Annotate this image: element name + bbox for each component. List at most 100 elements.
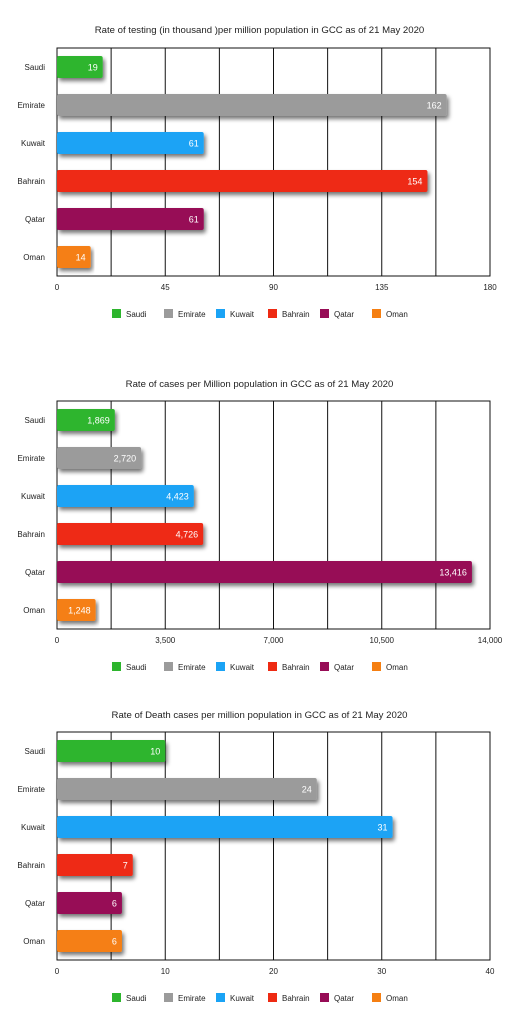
category-label: Saudi — [25, 747, 46, 756]
category-label: Qatar — [25, 899, 45, 908]
bar-oman — [57, 246, 91, 268]
legend-label: Emirate — [178, 994, 206, 1003]
category-label: Emirate — [17, 454, 45, 463]
legend-swatch — [112, 309, 121, 318]
x-tick-label: 7,000 — [263, 636, 284, 645]
category-label: Saudi — [25, 63, 46, 72]
legend-swatch — [164, 309, 173, 318]
data-label: 6 — [112, 937, 117, 947]
category-label: Oman — [23, 253, 45, 262]
category-label: Kuwait — [21, 139, 46, 148]
legend-label: Bahrain — [282, 663, 310, 672]
legend-label: Saudi — [126, 994, 147, 1003]
bar-emirate — [57, 778, 317, 800]
legend-label: Kuwait — [230, 310, 255, 319]
x-tick-label: 40 — [486, 967, 495, 976]
data-label: 4,726 — [176, 530, 199, 540]
category-label: Saudi — [25, 416, 46, 425]
legend-swatch — [268, 993, 277, 1002]
category-label: Oman — [23, 606, 45, 615]
data-label: 14 — [76, 253, 86, 263]
legend-swatch — [372, 993, 381, 1002]
legend-label: Kuwait — [230, 663, 255, 672]
data-label: 10 — [150, 747, 160, 757]
bar-kuwait — [57, 132, 204, 154]
bar-saudi — [57, 409, 115, 431]
legend-swatch — [372, 662, 381, 671]
data-label: 2,720 — [114, 454, 137, 464]
legend-label: Saudi — [126, 663, 147, 672]
legend-swatch — [268, 309, 277, 318]
bar-oman — [57, 599, 96, 621]
legend-label: Emirate — [178, 310, 206, 319]
data-label: 61 — [189, 215, 199, 225]
x-tick-label: 135 — [375, 283, 389, 292]
bar-emirate — [57, 94, 447, 116]
legend-swatch — [216, 993, 225, 1002]
category-label: Qatar — [25, 215, 45, 224]
legend-swatch — [112, 993, 121, 1002]
legend-label: Kuwait — [230, 994, 255, 1003]
bar-qatar — [57, 208, 204, 230]
data-label: 1,248 — [68, 606, 91, 616]
legend-swatch — [320, 662, 329, 671]
data-label: 1,869 — [87, 416, 110, 426]
chart-1: Rate of testing (in thousand )per millio… — [17, 25, 497, 319]
legend-swatch — [268, 662, 277, 671]
x-tick-label: 20 — [269, 967, 278, 976]
category-label: Oman — [23, 937, 45, 946]
data-label: 24 — [302, 785, 312, 795]
legend-swatch — [164, 662, 173, 671]
bar-kuwait — [57, 816, 393, 838]
chart-2: Rate of cases per Million population in … — [17, 379, 502, 672]
data-label: 61 — [189, 139, 199, 149]
data-label: 31 — [378, 823, 388, 833]
data-label: 19 — [88, 63, 98, 73]
legend-label: Bahrain — [282, 994, 310, 1003]
bar-qatar — [57, 561, 472, 583]
category-label: Kuwait — [21, 492, 46, 501]
legend-label: Oman — [386, 994, 408, 1003]
chart-title: Rate of testing (in thousand )per millio… — [95, 25, 425, 36]
data-label: 154 — [407, 177, 422, 187]
x-tick-label: 0 — [55, 283, 60, 292]
data-label: 162 — [427, 101, 442, 111]
bar-kuwait — [57, 485, 194, 507]
legend-label: Oman — [386, 663, 408, 672]
bar-saudi — [57, 740, 166, 762]
bar-qatar — [57, 892, 122, 914]
legend-label: Qatar — [334, 663, 354, 672]
x-tick-label: 10,500 — [370, 636, 395, 645]
x-tick-label: 30 — [377, 967, 386, 976]
legend-label: Bahrain — [282, 310, 310, 319]
legend-swatch — [320, 993, 329, 1002]
category-label: Kuwait — [21, 823, 46, 832]
legend-swatch — [112, 662, 121, 671]
x-tick-label: 45 — [161, 283, 170, 292]
x-tick-label: 0 — [55, 636, 60, 645]
chart-title: Rate of Death cases per million populati… — [112, 710, 408, 721]
bar-bahrain — [57, 854, 133, 876]
legend-swatch — [164, 993, 173, 1002]
chart-title: Rate of cases per Million population in … — [126, 379, 394, 390]
category-label: Qatar — [25, 568, 45, 577]
category-label: Bahrain — [17, 861, 45, 870]
legend-swatch — [216, 662, 225, 671]
category-label: Emirate — [17, 785, 45, 794]
x-tick-label: 14,000 — [478, 636, 503, 645]
data-label: 4,423 — [166, 492, 189, 502]
x-tick-label: 10 — [161, 967, 170, 976]
category-label: Emirate — [17, 101, 45, 110]
legend-label: Emirate — [178, 663, 206, 672]
chart-3: Rate of Death cases per million populati… — [17, 710, 495, 1003]
category-label: Bahrain — [17, 530, 45, 539]
bar-saudi — [57, 56, 103, 78]
data-label: 7 — [123, 861, 128, 871]
legend-label: Oman — [386, 310, 408, 319]
data-label: 13,416 — [439, 568, 467, 578]
bar-bahrain — [57, 523, 204, 545]
category-label: Bahrain — [17, 177, 45, 186]
legend-label: Saudi — [126, 310, 147, 319]
legend-label: Qatar — [334, 994, 354, 1003]
